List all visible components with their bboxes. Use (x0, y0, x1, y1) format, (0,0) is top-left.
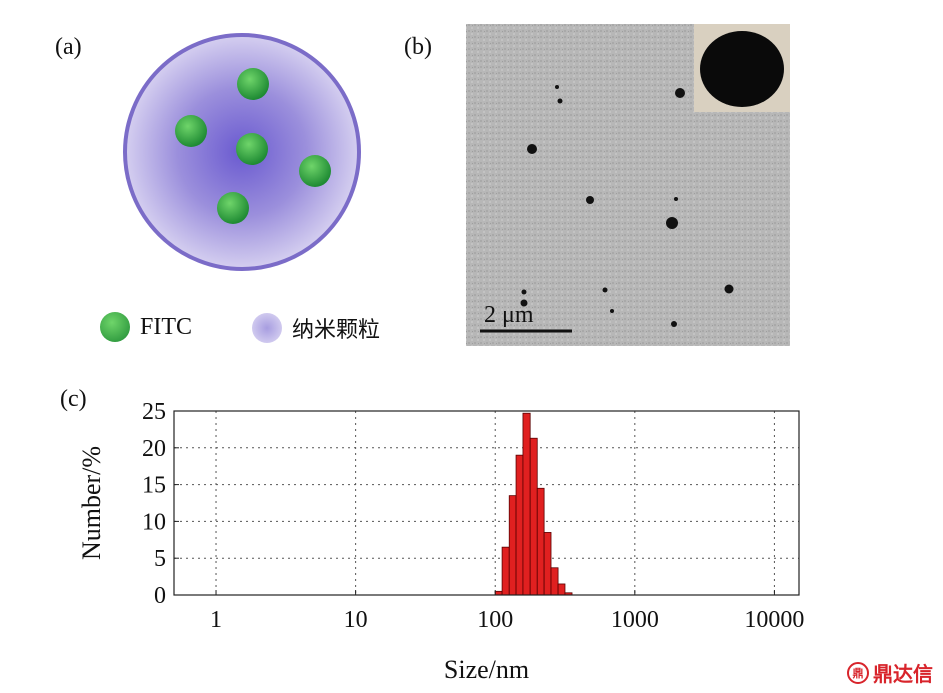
panel-label-b: (b) (404, 34, 432, 60)
nanoparticle-schematic (123, 33, 361, 271)
histogram-bar (543, 532, 552, 596)
fitc-dot (299, 155, 331, 187)
histogram-bar (522, 412, 531, 596)
tem-micrograph: 2 μm (466, 24, 790, 346)
y-tick-label: 0 (154, 583, 166, 609)
y-tick-label: 15 (142, 473, 166, 499)
watermark: 鼎 鼎达信 (847, 658, 933, 687)
watermark-text: 鼎达信 (873, 662, 933, 686)
panel-label-c: (c) (60, 386, 87, 412)
plot-frame (173, 410, 800, 596)
x-tick-label: 10 (344, 607, 368, 633)
fitc-dot (217, 192, 249, 224)
x-axis-label: Size/nm (444, 655, 529, 684)
watermark-logo-icon: 鼎 (847, 661, 869, 684)
fitc-dot (236, 133, 268, 165)
x-tick-label: 1000 (611, 607, 659, 633)
y-tick-label: 20 (142, 436, 166, 462)
histogram-bar (529, 437, 538, 596)
histogram-bar (550, 567, 559, 596)
histogram-bar (515, 454, 524, 596)
x-tick-label: 100 (477, 607, 513, 633)
y-tick-label: 25 (142, 399, 166, 425)
ticks: 1 10 100 1000 10000 0 5 10 15 20 25 (142, 399, 804, 633)
x-tick-label: 1 (210, 607, 222, 633)
histogram-bar (494, 590, 503, 596)
legend-nanoparticle: 纳米颗粒 (252, 312, 380, 344)
legend-fitc: FITC (100, 312, 192, 342)
y-tick-label: 5 (154, 546, 166, 572)
histogram-bar (508, 495, 517, 596)
x-tick-label: 10000 (744, 607, 804, 633)
histogram-bar (501, 546, 510, 596)
legend-nano-label: 纳米颗粒 (292, 318, 381, 343)
inset-particle (700, 31, 784, 107)
panel-label-a: (a) (55, 34, 82, 60)
grid (174, 411, 799, 595)
fitc-dot (175, 115, 207, 147)
legend-fitc-label: FITC (140, 313, 193, 340)
scale-bar-label: 2 μm (484, 302, 534, 328)
nanoparticle-legend-icon (252, 313, 282, 343)
histogram-bar (536, 487, 545, 596)
fitc-legend-icon (100, 312, 130, 342)
histogram-bar (564, 592, 573, 596)
fitc-dot (237, 68, 269, 100)
bars (494, 412, 573, 596)
y-axis-label: Number/% (77, 446, 106, 560)
histogram-bar (557, 583, 566, 596)
y-tick-label: 10 (142, 509, 166, 535)
